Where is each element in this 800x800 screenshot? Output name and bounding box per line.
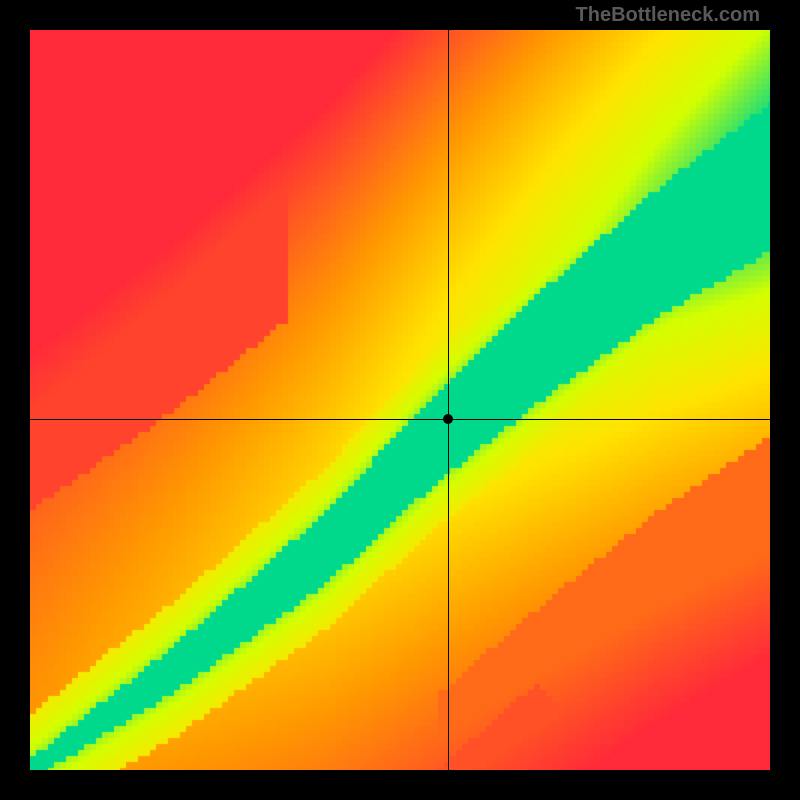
crosshair-vertical: [448, 30, 449, 770]
crosshair-horizontal: [30, 419, 770, 420]
marker-point: [443, 414, 453, 424]
chart-container: TheBottleneck.com: [0, 0, 800, 800]
heatmap-canvas: [30, 30, 770, 770]
plot-area: [30, 30, 770, 770]
watermark-text: TheBottleneck.com: [576, 4, 760, 27]
